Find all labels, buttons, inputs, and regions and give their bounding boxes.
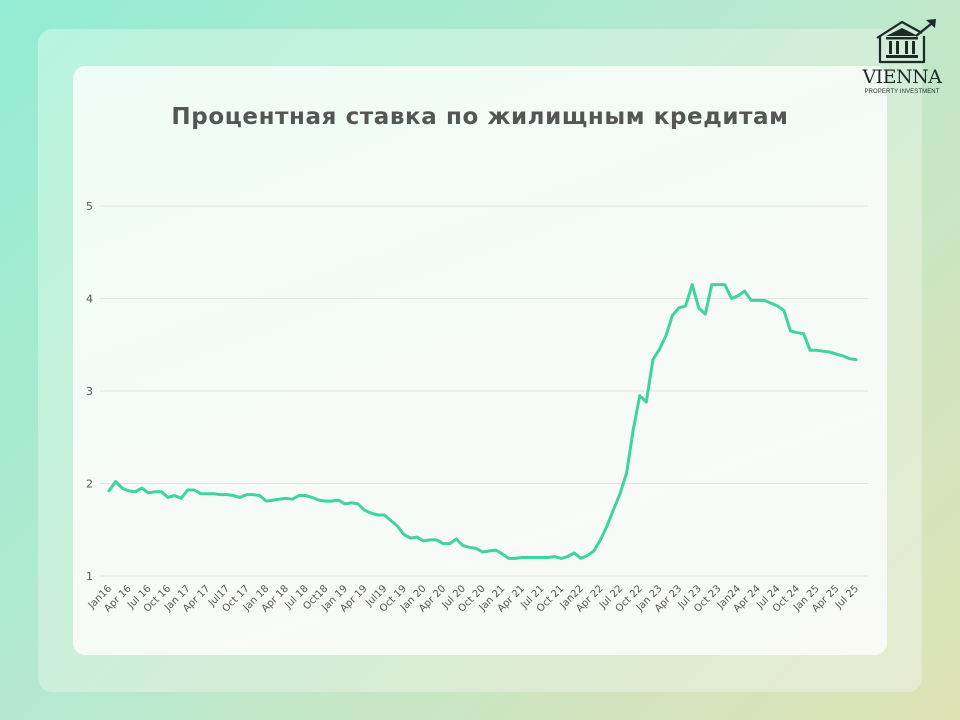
vienna-logo: VIENNA PROPERTY INVESTMENT (852, 14, 952, 102)
chart-title: Процентная ставка по жилищным кредитам (171, 104, 789, 130)
y-tick-label: 1 (86, 570, 93, 583)
building-arrow-icon (876, 19, 936, 64)
gridlines (100, 205, 868, 577)
y-tick-label: 5 (86, 200, 93, 213)
rate-line (107, 283, 858, 560)
y-tick-label: 4 (86, 293, 93, 306)
y-axis-ticks: 1 2 3 4 5 (86, 200, 93, 583)
chart-card (73, 66, 887, 655)
y-tick-label: 3 (86, 385, 93, 398)
y-tick-label: 2 (86, 478, 93, 491)
logo-name: VIENNA (862, 66, 942, 88)
logo-subtitle: PROPERTY INVESTMENT (864, 89, 940, 95)
